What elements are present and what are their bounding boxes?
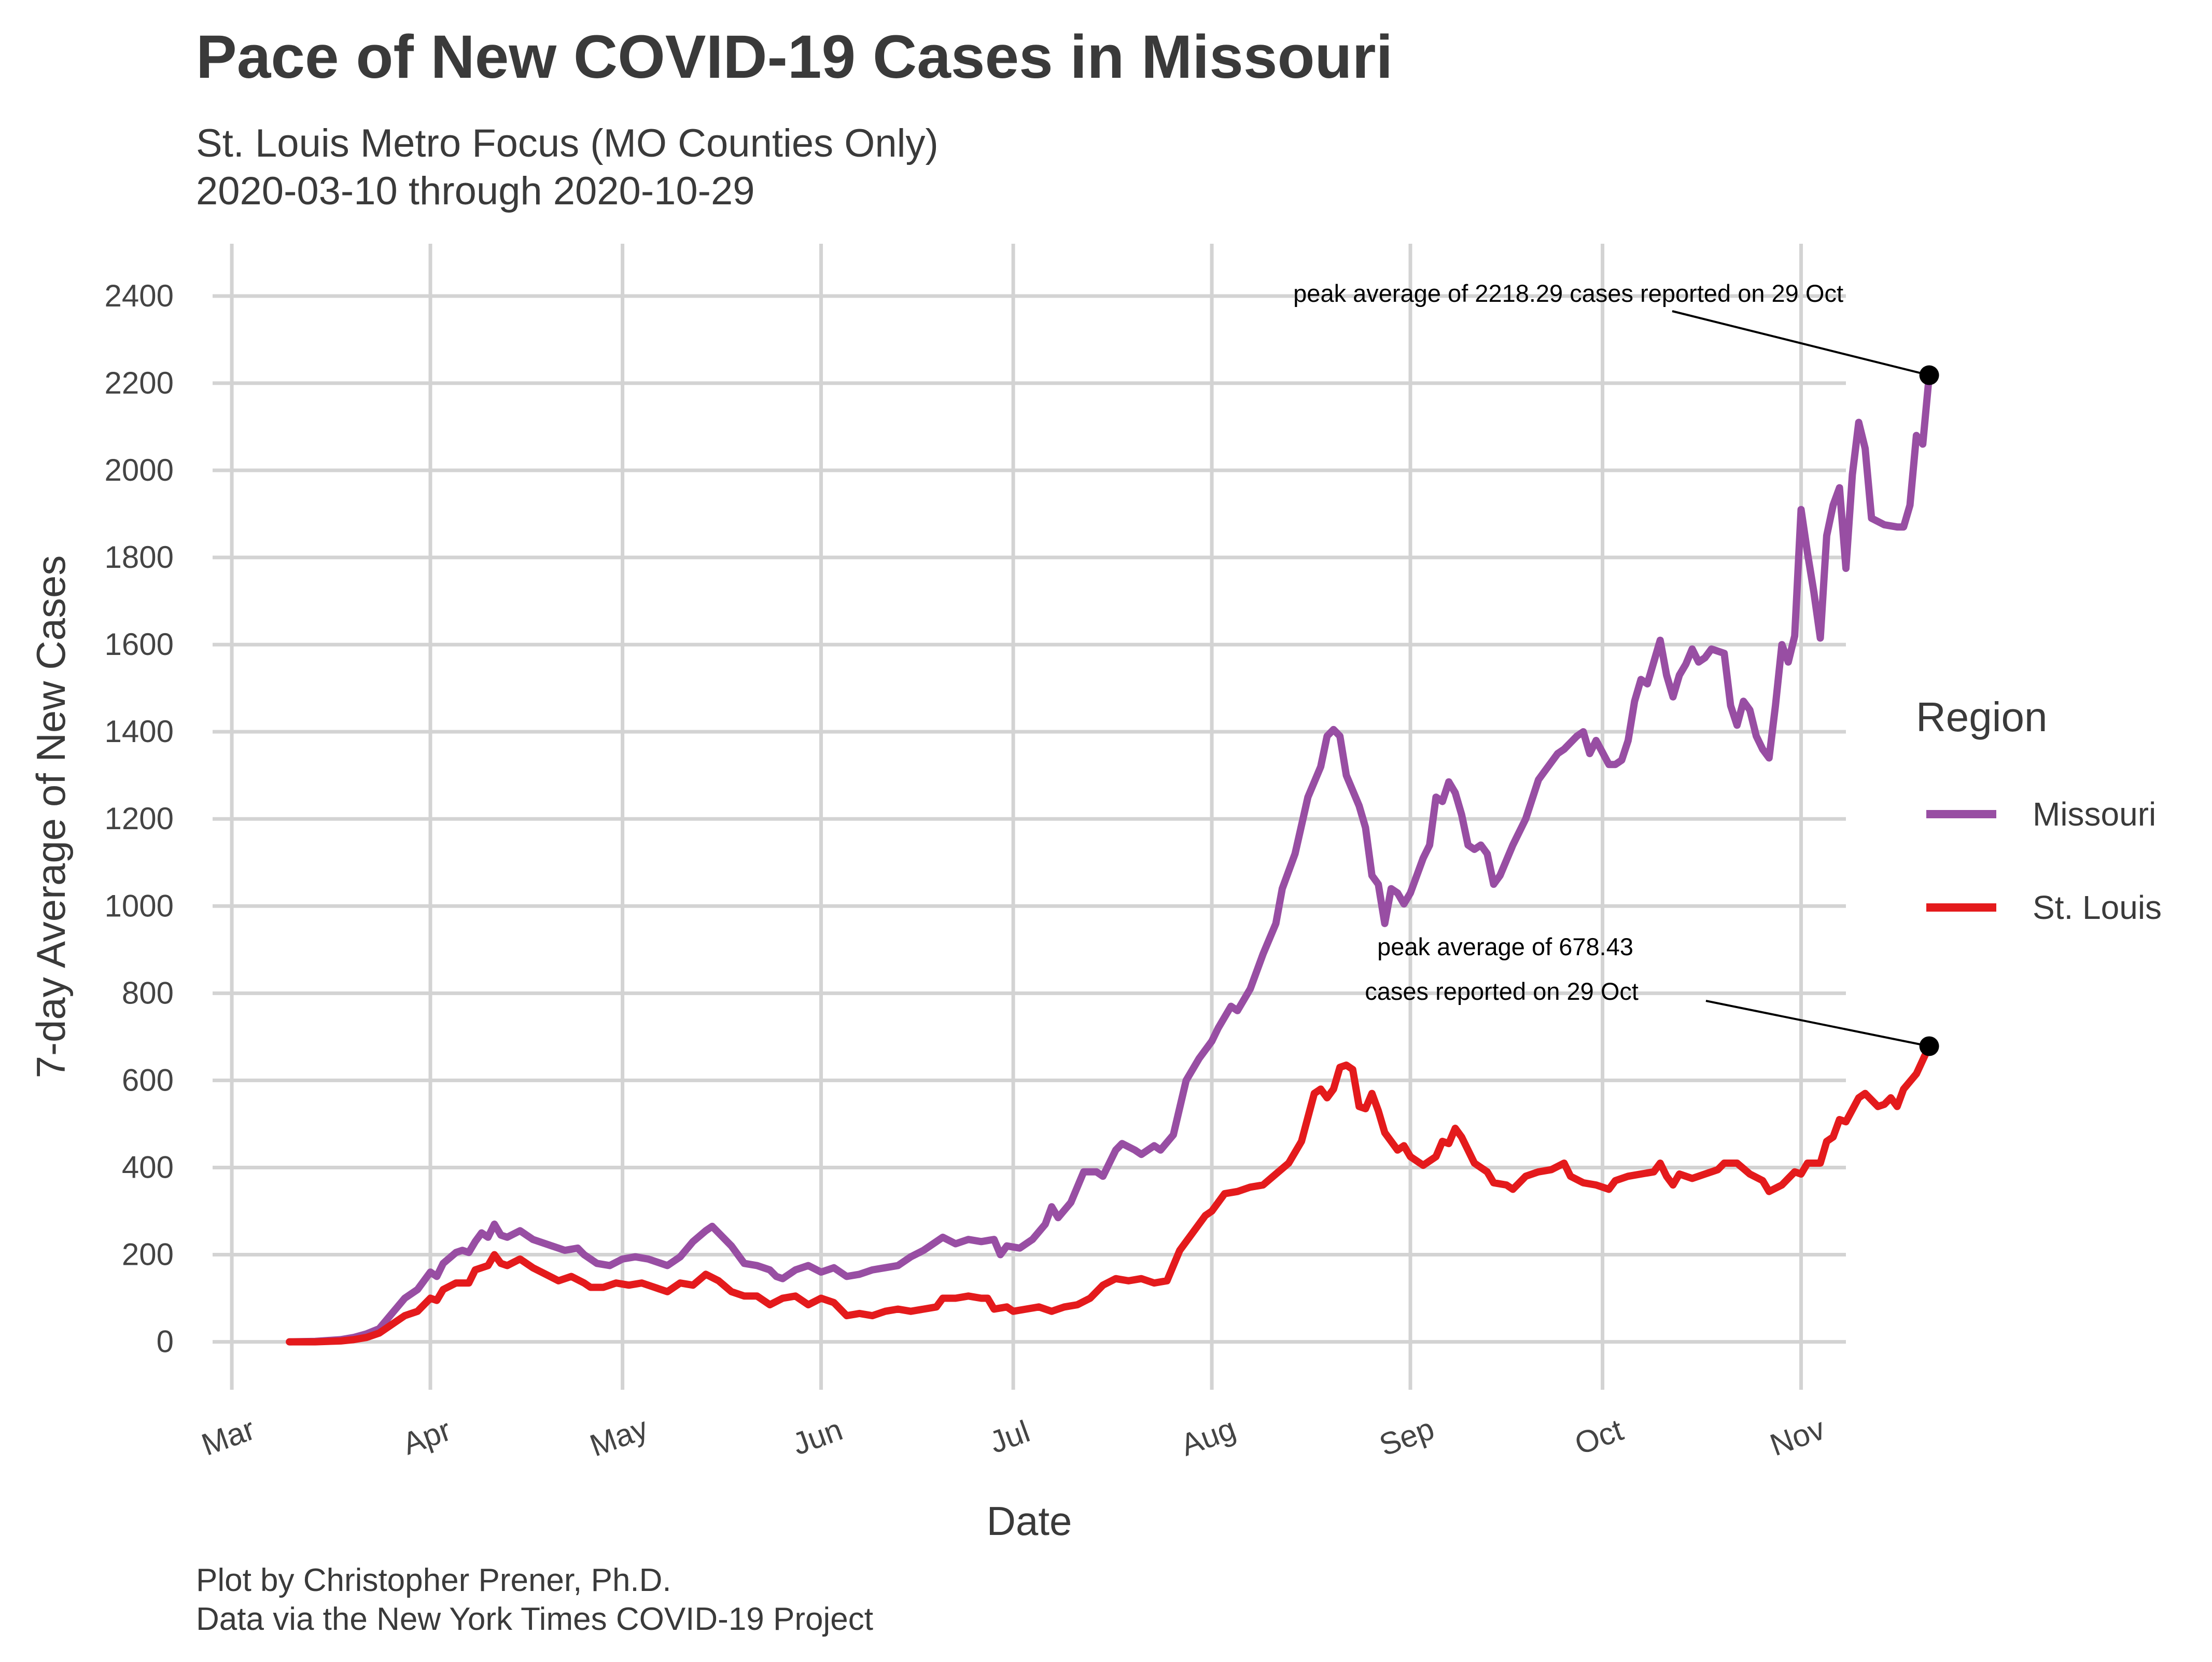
annotation-leader — [1705, 1000, 1929, 1048]
peak-marker — [1919, 1036, 1939, 1056]
chart-subtitle: 2020-03-10 through 2020-10-29 — [196, 169, 755, 213]
legend-label: Missouri — [2033, 795, 2156, 833]
y-tick-label: 2000 — [105, 453, 174, 487]
annotation-label: peak average of 2218.29 cases reported o… — [1293, 280, 1843, 307]
annotation-label: cases reported on 29 Oct — [1365, 977, 1639, 1005]
y-tick-label: 0 — [157, 1324, 174, 1359]
x-tick-label: Nov — [1766, 1411, 1829, 1462]
x-tick-label: May — [585, 1410, 652, 1463]
annotation-leader — [1672, 310, 1930, 376]
x-tick-label: Jul — [985, 1414, 1034, 1460]
x-tick-label: Jun — [788, 1412, 847, 1462]
peak-marker — [1919, 365, 1939, 385]
y-tick-label: 2200 — [105, 366, 174, 400]
caption: Data via the New York Times COVID-19 Pro… — [196, 1601, 873, 1637]
x-tick-label: Mar — [197, 1412, 259, 1462]
x-tick-label: Sep — [1375, 1411, 1438, 1462]
x-tick-label: Oct — [1570, 1412, 1628, 1461]
y-tick-label: 600 — [122, 1063, 174, 1097]
series-line-st-louis — [286, 1042, 1933, 1346]
chart-title: Pace of New COVID-19 Cases in Missouri — [196, 23, 1393, 91]
legend-title: Region — [1916, 694, 2048, 740]
y-tick-label: 800 — [122, 975, 174, 1010]
annotation-label: peak average of 678.43 — [1377, 933, 1633, 960]
legend-label: St. Louis — [2033, 889, 2162, 926]
y-axis-title: 7-day Average of New Cases — [28, 555, 74, 1079]
y-tick-label: 1400 — [105, 714, 174, 749]
x-tick-label: Aug — [1176, 1411, 1240, 1462]
y-tick-label: 1000 — [105, 888, 174, 923]
y-tick-label: 200 — [122, 1237, 174, 1272]
x-axis-title: Date — [987, 1498, 1072, 1544]
x-tick-label: Apr — [398, 1412, 456, 1461]
y-tick-label: 400 — [122, 1150, 174, 1184]
caption: Plot by Christopher Prener, Ph.D. — [196, 1562, 671, 1598]
y-tick-label: 2400 — [105, 278, 174, 313]
chart-subtitle: St. Louis Metro Focus (MO Counties Only) — [196, 121, 939, 165]
series-line-missouri — [286, 371, 1933, 1346]
y-tick-label: 1200 — [105, 801, 174, 836]
y-tick-label: 1600 — [105, 627, 174, 662]
y-tick-label: 1800 — [105, 540, 174, 575]
